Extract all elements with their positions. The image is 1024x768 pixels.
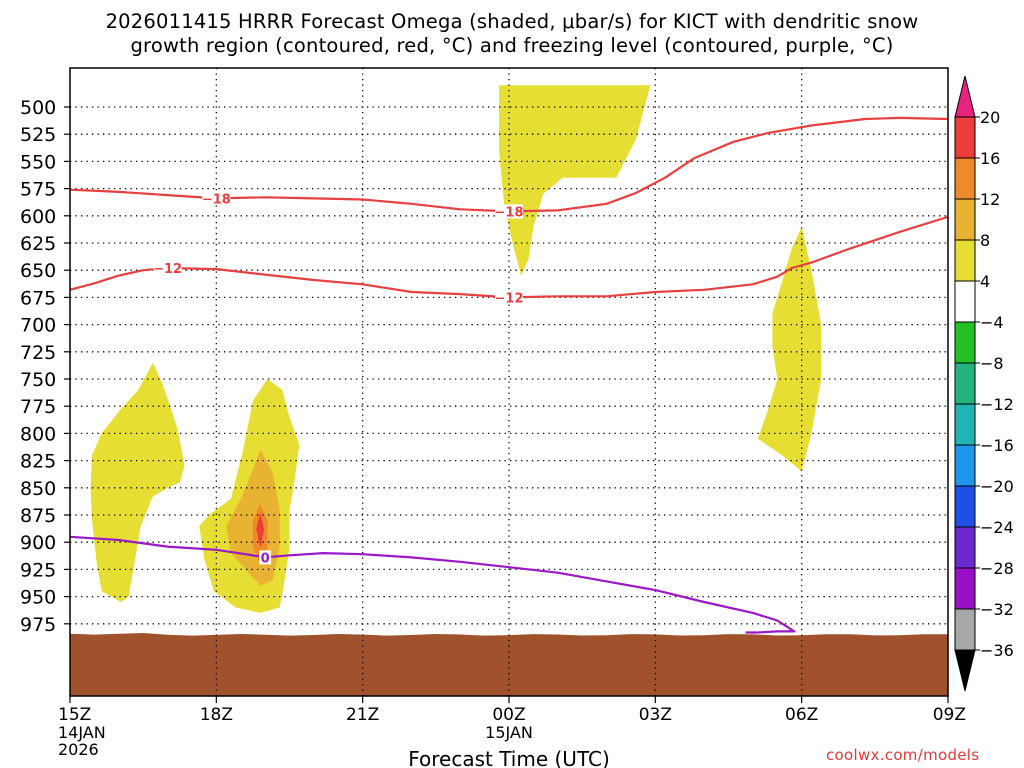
- y-axis: 500 525 550 575 600 625 650 675 700 725 750 775 800 8…: [20, 97, 70, 636]
- credit-link[interactable]: coolwx.com/models: [826, 746, 980, 764]
- colorbar-box-9: [954, 444, 976, 487]
- colorbar-label: 12: [980, 190, 1000, 209]
- colorbar-box-4: [954, 239, 976, 282]
- colorbar-box-2: [954, 157, 976, 200]
- colorbar-label: −32: [980, 600, 1014, 619]
- y-tick-label-650: 650: [20, 260, 56, 282]
- y-tick-label-900: 900: [20, 532, 56, 554]
- colorbar-box-3: [954, 198, 976, 241]
- y-tick-label-600: 600: [20, 206, 56, 228]
- y-tick-label-825: 825: [20, 451, 56, 473]
- x-tick-sublabel: 14JAN: [58, 723, 106, 742]
- colorbar-label: −16: [980, 436, 1014, 455]
- x-tick-sublabel: 2026: [58, 740, 99, 759]
- y-tick-label-500: 500: [20, 97, 56, 119]
- y-tick-label-625: 625: [20, 233, 56, 255]
- colorbar-label: 20: [980, 108, 1000, 127]
- y-tick-label-800: 800: [20, 423, 56, 445]
- y-tick-label-725: 725: [20, 342, 56, 364]
- y-tick-label-850: 850: [20, 478, 56, 500]
- terrain-band: [70, 633, 948, 696]
- x-tick-label-18Z: 18Z: [200, 705, 233, 725]
- colorbar-box-1: [954, 116, 976, 159]
- omega-region-1: [499, 85, 651, 276]
- contour-line--18: [70, 116, 948, 213]
- y-tick-label-550: 550: [20, 151, 56, 173]
- colorbar-label: −36: [980, 641, 1014, 660]
- colorbar-box-8: [954, 403, 976, 446]
- y-tick-label-675: 675: [20, 287, 56, 309]
- colorbar-box-5: [954, 280, 976, 323]
- contour-label-bg: [153, 261, 182, 276]
- y-tick-label-950: 950: [20, 587, 56, 609]
- contour-label--12: −12: [153, 262, 182, 277]
- contour-label-0: 0: [261, 551, 270, 566]
- chart-title-line-1: 2026011415 HRRR Forecast Omega (shaded, …: [105, 10, 919, 33]
- colorbar-label: −8: [980, 354, 1004, 373]
- colorbar: 20 16 12 8 4 −4 −8 −12 −16 −20 −24 −28 −32 −36: [954, 75, 1014, 692]
- colorbar-box-13: [954, 608, 976, 651]
- y-tick-label-925: 925: [20, 559, 56, 581]
- x-tick-label-15Z: 15Z: [58, 705, 91, 725]
- contour-label--18: −18: [202, 192, 231, 207]
- colorbar-label: 4: [980, 272, 990, 291]
- contour-label-bg: [259, 550, 272, 565]
- omega-region-7: [256, 512, 265, 548]
- contours: −18 −18 −12 −12 0: [70, 116, 948, 634]
- x-tick-label-09Z: 09Z: [933, 705, 966, 725]
- y-tick-label-750: 750: [20, 369, 56, 391]
- contour-label--12: −12: [495, 291, 524, 306]
- colorbar-bottom-arrow: [954, 649, 976, 692]
- terrain-surface: [70, 633, 948, 696]
- colorbar-label: −12: [980, 395, 1014, 414]
- y-tick-label-975: 975: [20, 614, 56, 636]
- omega-region-2: [757, 226, 822, 472]
- colorbar-label: −24: [980, 518, 1014, 537]
- x-tick-label-06Z: 06Z: [785, 705, 818, 725]
- y-tick-label-775: 775: [20, 396, 56, 418]
- colorbar-box-12: [954, 567, 976, 610]
- contour-label-bg: [495, 290, 523, 305]
- colorbar-box-7: [954, 362, 976, 405]
- colorbar-box-10: [954, 485, 976, 528]
- colorbar-label: 16: [980, 149, 1000, 168]
- x-tick-label-03Z: 03Z: [639, 705, 672, 725]
- x-tick-sublabel: 15JAN: [485, 723, 533, 742]
- colorbar-label: 8: [980, 231, 990, 250]
- y-tick-label-575: 575: [20, 179, 56, 201]
- colorbar-label: −20: [980, 477, 1014, 496]
- y-tick-label-700: 700: [20, 315, 56, 337]
- contour-label-bg: [202, 191, 231, 206]
- x-tick-label-21Z: 21Z: [346, 705, 379, 725]
- contour-line-0: [70, 535, 796, 634]
- x-axis-title: Forecast Time (UTC): [408, 747, 610, 768]
- colorbar-label: −4: [980, 313, 1004, 332]
- x-tick-label-00Z: 00Z: [492, 705, 525, 725]
- colorbar-top-arrow: [954, 75, 976, 118]
- contour-label--18: −18: [495, 205, 524, 220]
- y-tick-label-875: 875: [20, 505, 56, 527]
- colorbar-box-6: [954, 321, 976, 364]
- y-tick-label-525: 525: [20, 124, 56, 146]
- contour-label-bg: [495, 204, 523, 219]
- colorbar-label: −28: [980, 559, 1014, 578]
- chart-title-line-2: growth region (contoured, red, °C) and f…: [130, 34, 894, 57]
- grid: [70, 68, 948, 696]
- colorbar-box-11: [954, 526, 976, 569]
